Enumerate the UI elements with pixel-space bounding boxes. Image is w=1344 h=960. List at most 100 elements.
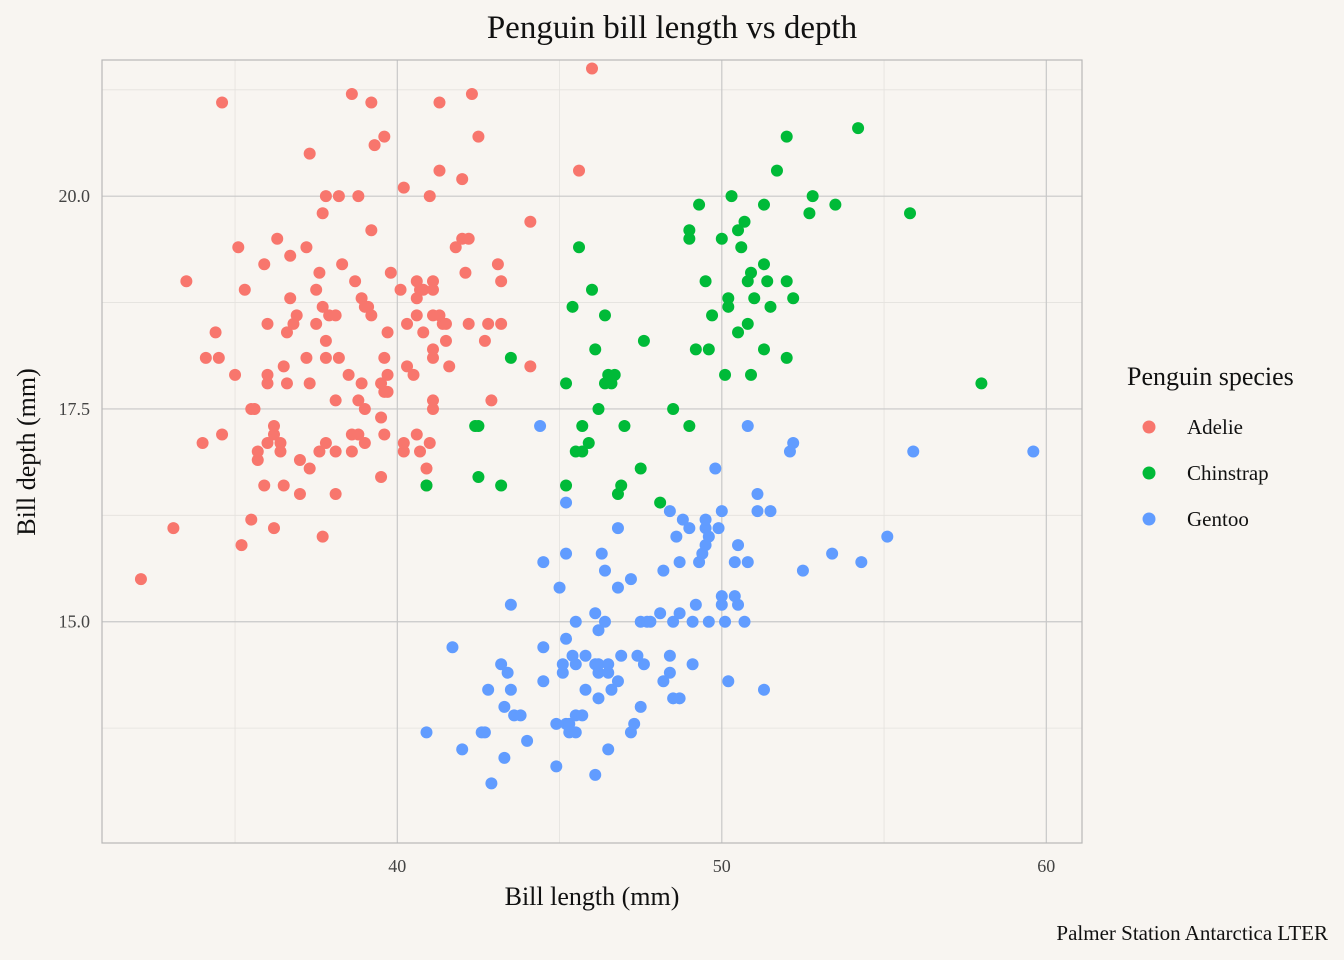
point-chinstrap: [586, 283, 598, 296]
point-adelie: [329, 309, 342, 322]
point-chinstrap: [637, 334, 650, 347]
point-gentoo: [741, 556, 754, 569]
point-adelie: [433, 96, 446, 109]
point-adelie: [248, 402, 261, 415]
point-gentoo: [569, 726, 582, 739]
point-chinstrap: [472, 419, 485, 432]
chart-title: Penguin bill length vs depth: [487, 10, 858, 46]
point-adelie: [378, 351, 391, 364]
point-adelie: [524, 215, 537, 228]
point-adelie: [303, 462, 316, 475]
point-gentoo: [787, 436, 800, 449]
point-gentoo: [556, 666, 569, 679]
point-adelie: [336, 258, 349, 271]
point-adelie: [586, 62, 598, 75]
point-chinstrap: [806, 190, 819, 203]
point-chinstrap: [706, 309, 719, 322]
point-adelie: [462, 317, 475, 330]
x-tick-label: 40: [388, 856, 406, 876]
point-gentoo: [699, 513, 712, 526]
point-adelie: [293, 488, 306, 501]
point-gentoo: [534, 419, 547, 432]
point-chinstrap: [719, 368, 732, 381]
y-tick-label: 17.5: [59, 399, 91, 419]
point-adelie: [365, 96, 378, 109]
point-chinstrap: [576, 419, 589, 432]
point-adelie: [378, 428, 391, 441]
point-adelie: [426, 402, 439, 415]
point-gentoo: [709, 462, 722, 475]
point-chinstrap: [741, 317, 754, 330]
point-adelie: [303, 377, 316, 390]
point-adelie: [401, 317, 414, 330]
point-adelie: [180, 275, 193, 288]
point-gentoo: [611, 675, 624, 688]
legend-label-gentoo: Gentoo: [1187, 507, 1249, 531]
point-adelie: [342, 368, 355, 381]
point-gentoo: [598, 615, 611, 628]
point-gentoo: [446, 641, 459, 654]
point-adelie: [329, 445, 342, 458]
point-adelie: [456, 173, 469, 186]
point-gentoo: [764, 505, 777, 518]
point-chinstrap: [715, 232, 728, 245]
legend-key-gentoo: [1142, 512, 1156, 526]
point-adelie: [284, 292, 297, 305]
point-chinstrap: [615, 479, 628, 492]
point-adelie: [329, 488, 342, 501]
point-gentoo: [560, 632, 573, 645]
point-gentoo: [495, 658, 508, 671]
point-adelie: [261, 368, 274, 381]
point-chinstrap: [472, 471, 485, 484]
point-gentoo: [569, 658, 582, 671]
point-adelie: [478, 334, 491, 347]
point-adelie: [524, 360, 537, 373]
point-chinstrap: [803, 207, 816, 220]
point-gentoo: [676, 513, 689, 526]
point-gentoo: [907, 445, 920, 458]
point-gentoo: [589, 768, 602, 781]
point-adelie: [352, 428, 365, 441]
point-adelie: [134, 573, 147, 586]
point-gentoo: [686, 658, 699, 671]
point-gentoo: [498, 700, 511, 713]
point-adelie: [368, 139, 381, 152]
point-adelie: [258, 479, 271, 492]
point-chinstrap: [745, 266, 758, 279]
point-adelie: [375, 411, 388, 424]
point-chinstrap: [683, 224, 696, 237]
point-gentoo: [602, 666, 615, 679]
point-adelie: [280, 377, 293, 390]
point-chinstrap: [757, 343, 770, 356]
point-gentoo: [576, 709, 589, 722]
point-chinstrap: [683, 232, 696, 245]
point-chinstrap: [852, 122, 865, 135]
point-adelie: [216, 428, 229, 441]
point-adelie: [277, 479, 290, 492]
point-adelie: [310, 283, 323, 296]
point-adelie: [358, 402, 371, 415]
point-adelie: [426, 343, 439, 356]
point-gentoo: [702, 530, 715, 543]
point-adelie: [407, 368, 420, 381]
point-adelie: [280, 326, 293, 339]
point-chinstrap: [560, 377, 573, 390]
point-adelie: [397, 181, 410, 194]
point-adelie: [316, 530, 329, 543]
point-gentoo: [611, 581, 624, 594]
point-gentoo: [657, 675, 670, 688]
point-adelie: [267, 522, 280, 535]
point-adelie: [319, 351, 332, 364]
point-adelie: [199, 351, 212, 364]
point-chinstrap: [829, 198, 842, 211]
point-gentoo: [537, 556, 550, 569]
point-gentoo: [550, 717, 563, 730]
point-gentoo: [722, 675, 735, 688]
point-chinstrap: [592, 402, 605, 415]
point-gentoo: [719, 615, 732, 628]
legend: Penguin species Adelie Chinstrap Gentoo: [1127, 362, 1294, 531]
point-chinstrap: [589, 343, 602, 356]
point-adelie: [319, 190, 332, 203]
point-adelie: [303, 147, 316, 160]
